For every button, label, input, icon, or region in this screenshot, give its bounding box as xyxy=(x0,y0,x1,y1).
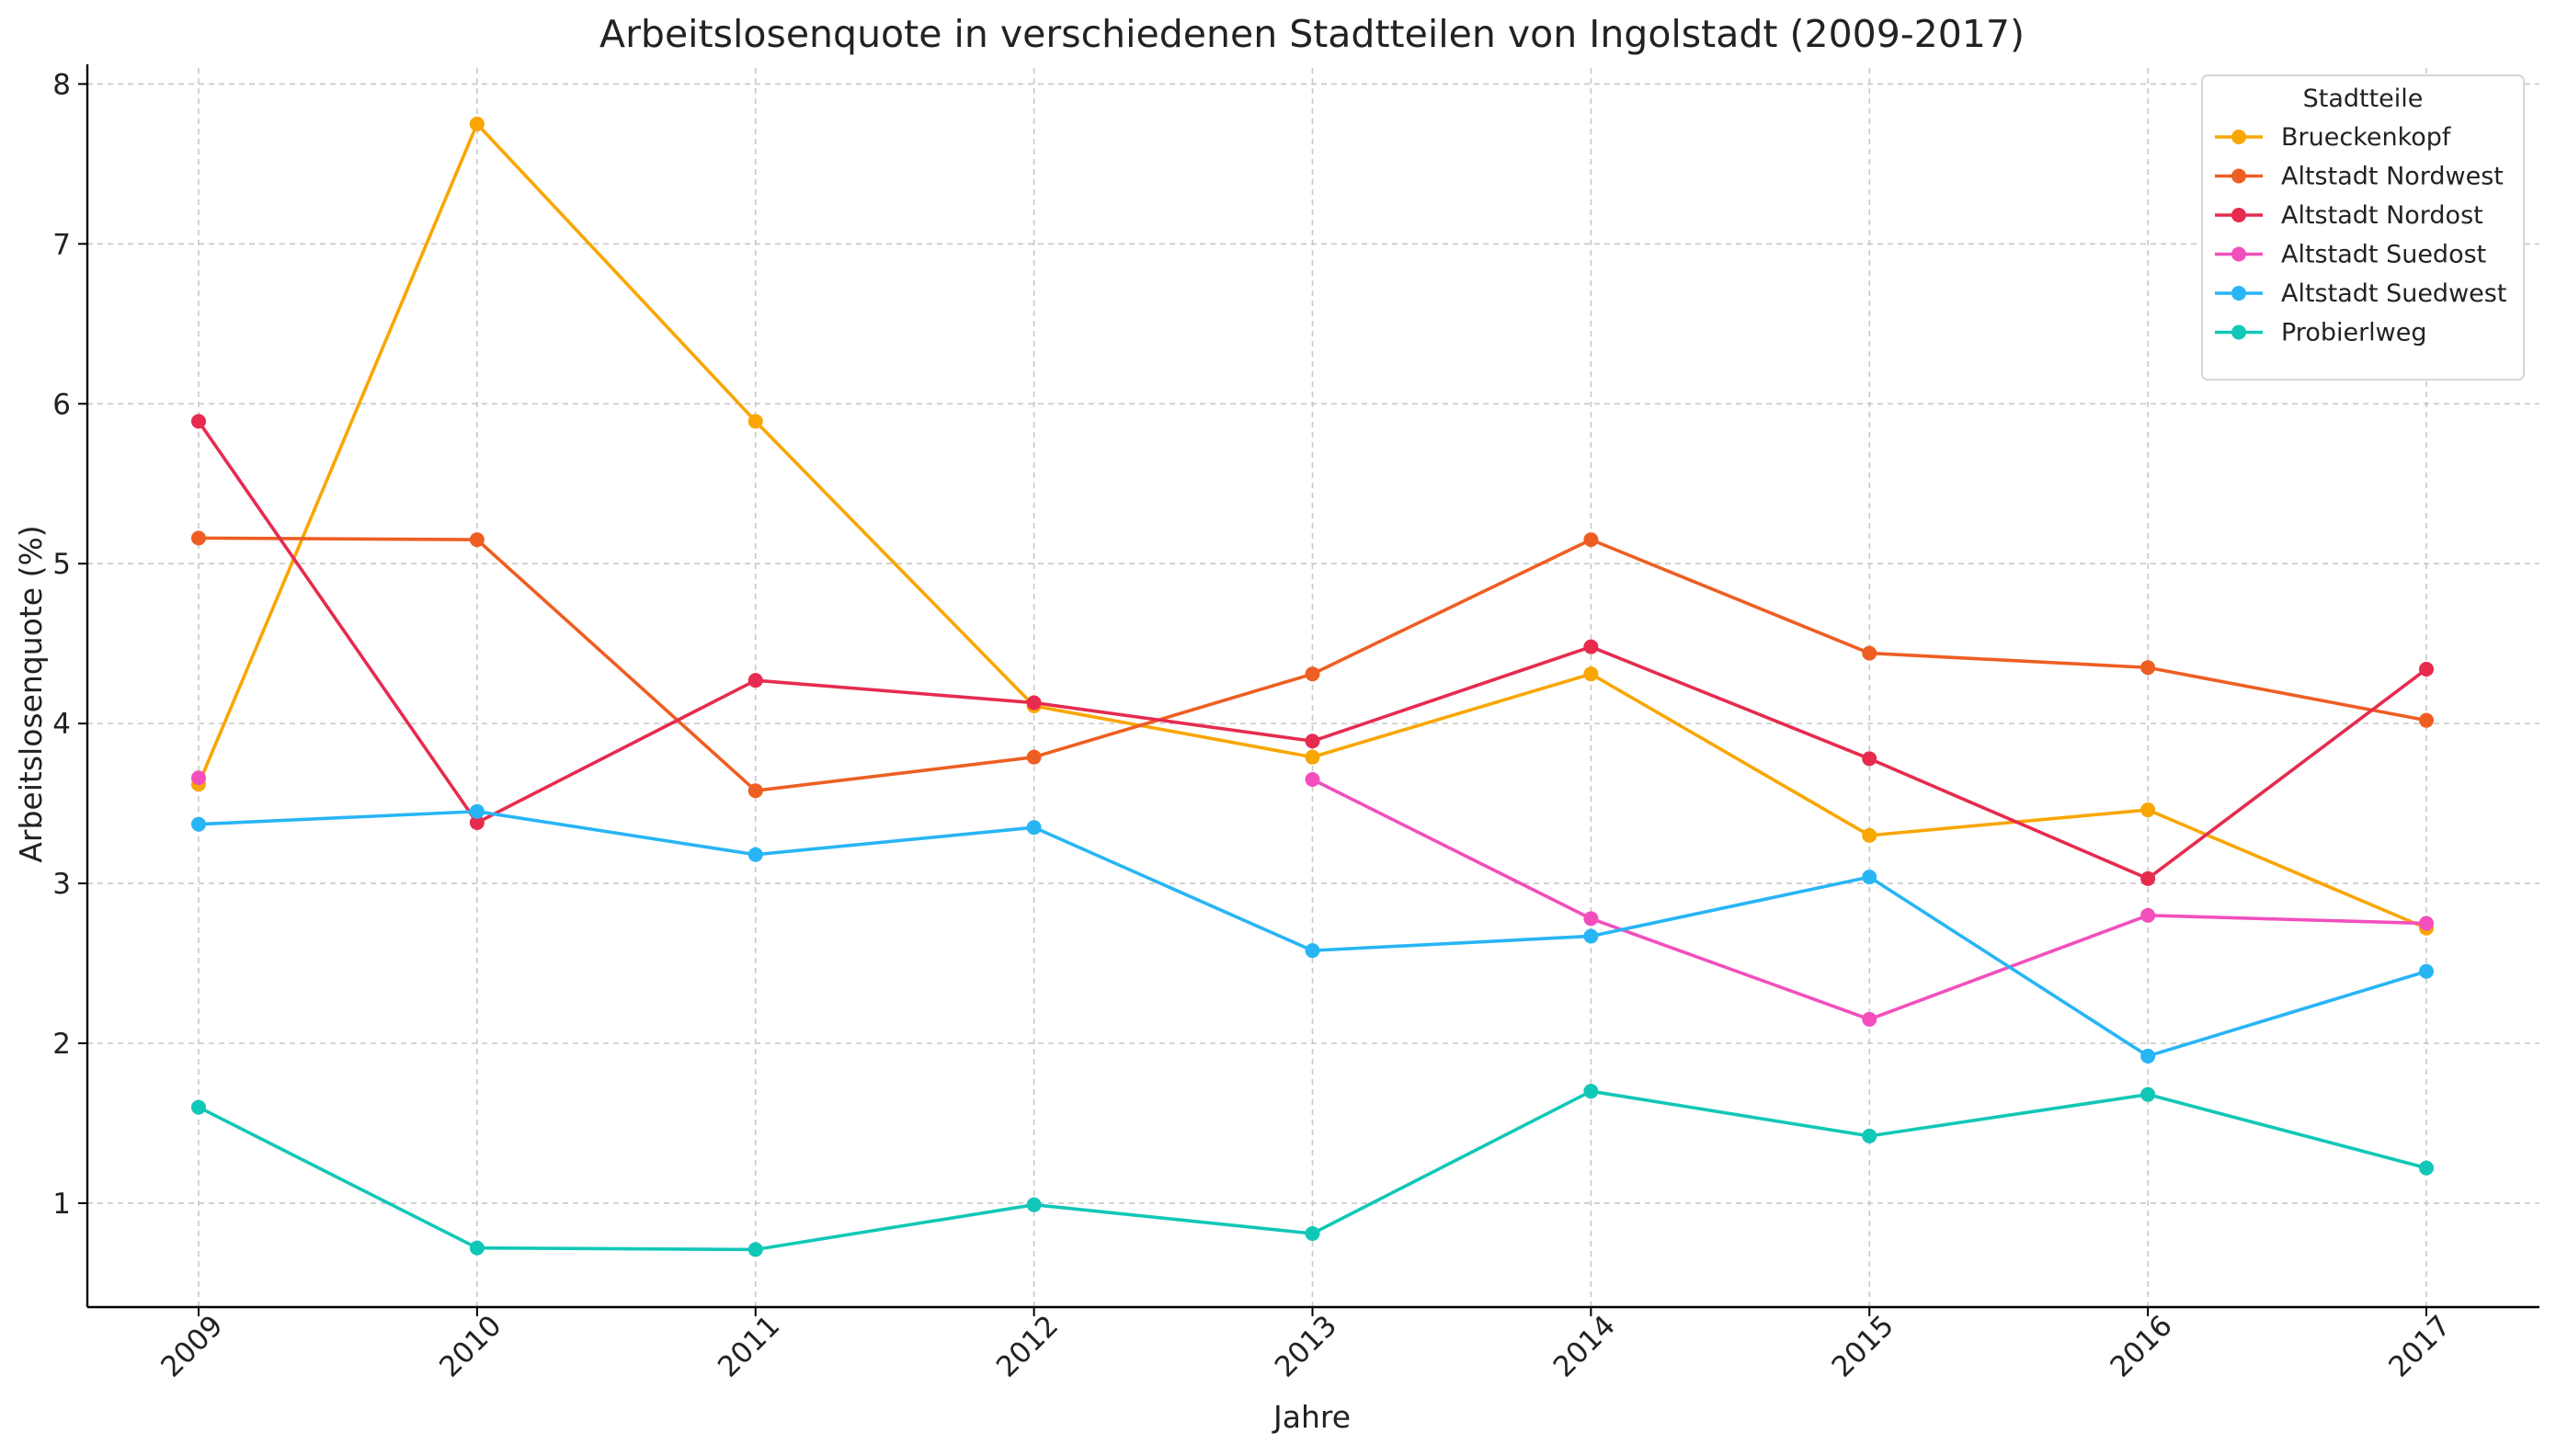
legend: Stadtteile Brueckenkopf Altstadt Nordwest A… xyxy=(2201,74,2525,381)
x-tick-label: 2016 xyxy=(2104,1309,2178,1383)
y-tick-label: 5 xyxy=(52,548,71,581)
x-tick-label: 2012 xyxy=(990,1309,1065,1383)
y-tick-label: 4 xyxy=(52,708,71,741)
data-point-brueckenkopf xyxy=(2140,802,2156,818)
y-tick-label: 3 xyxy=(52,868,71,901)
data-point-altstadt-nordwest xyxy=(2140,660,2156,676)
data-point-altstadt-nordwest xyxy=(191,530,206,546)
legend-swatch-marker xyxy=(2231,168,2246,184)
series-altstadt-nordost xyxy=(191,414,2434,886)
legend-item-probierlweg: Probierlweg xyxy=(2215,319,2427,347)
series-group xyxy=(191,116,2434,1257)
data-point-probierlweg xyxy=(469,1240,485,1256)
series-altstadt-suedwest xyxy=(191,803,2434,1064)
data-point-altstadt-suedwest xyxy=(1305,943,1320,959)
data-point-altstadt-suedost xyxy=(1305,772,1320,788)
data-point-altstadt-nordwest xyxy=(469,532,485,548)
data-point-brueckenkopf xyxy=(1305,749,1320,765)
data-point-altstadt-suedwest xyxy=(469,803,485,819)
data-point-altstadt-suedwest xyxy=(2140,1048,2156,1064)
data-point-altstadt-suedost xyxy=(2140,907,2156,923)
legend-item-altstadt-suedost: Altstadt Suedost xyxy=(2215,241,2486,269)
series-probierlweg xyxy=(191,1084,2434,1257)
data-point-altstadt-nordost xyxy=(2140,870,2156,886)
legend-label: Altstadt Nordost xyxy=(2281,201,2483,230)
legend-swatch-marker xyxy=(2231,246,2246,262)
data-point-altstadt-nordost xyxy=(747,673,763,688)
data-point-altstadt-suedwest xyxy=(191,816,206,832)
legend-item-brueckenkopf: Brueckenkopf xyxy=(2215,123,2452,152)
legend-swatch-marker xyxy=(2231,208,2246,222)
data-point-altstadt-nordwest xyxy=(1862,645,1877,661)
legend-label: Altstadt Suedost xyxy=(2281,241,2486,269)
data-point-altstadt-nordost xyxy=(191,414,206,429)
legend-label: Altstadt Suedwest xyxy=(2281,279,2506,308)
series-altstadt-suedost xyxy=(191,770,2434,1027)
legend-swatch-marker xyxy=(2231,324,2246,340)
data-point-altstadt-nordost xyxy=(1583,639,1599,654)
data-point-probierlweg xyxy=(1026,1197,1042,1212)
x-axis-label: Jahre xyxy=(1272,1399,1351,1435)
data-point-altstadt-suedost xyxy=(191,770,206,786)
data-point-brueckenkopf xyxy=(747,414,763,429)
legend-item-altstadt-nordost: Altstadt Nordost xyxy=(2215,201,2483,230)
y-tick-label: 1 xyxy=(52,1188,71,1221)
series-altstadt-nordwest xyxy=(191,530,2434,799)
data-point-altstadt-suedwest xyxy=(1026,820,1042,836)
data-point-probierlweg xyxy=(1862,1128,1877,1143)
data-point-altstadt-nordost xyxy=(1026,695,1042,711)
data-point-probierlweg xyxy=(191,1099,206,1115)
data-point-altstadt-nordwest xyxy=(2419,712,2434,728)
data-point-probierlweg xyxy=(1305,1225,1320,1241)
x-tick-label: 2013 xyxy=(1269,1309,1343,1383)
y-axis-label: Arbeitslosenquote (%) xyxy=(13,525,49,862)
data-point-probierlweg xyxy=(1583,1084,1599,1099)
data-point-altstadt-nordost xyxy=(2419,661,2434,677)
legend-item-altstadt-suedwest: Altstadt Suedwest xyxy=(2215,279,2506,308)
data-point-altstadt-suedost xyxy=(1583,911,1599,927)
data-point-altstadt-suedost xyxy=(2419,916,2434,931)
x-tick-label: 2009 xyxy=(154,1309,229,1383)
chart-title: Arbeitslosenquote in verschiedenen Stadt… xyxy=(599,12,2025,56)
data-point-altstadt-nordost xyxy=(1862,751,1877,767)
data-point-brueckenkopf xyxy=(1862,827,1877,843)
grid xyxy=(87,68,2539,1307)
data-point-probierlweg xyxy=(2140,1086,2156,1102)
series-brueckenkopf xyxy=(191,116,2434,936)
y-tick-label: 6 xyxy=(52,388,71,421)
data-point-probierlweg xyxy=(2419,1160,2434,1176)
legend-label: Brueckenkopf xyxy=(2281,123,2452,152)
data-point-altstadt-suedwest xyxy=(2419,963,2434,979)
legend-swatch-marker xyxy=(2231,286,2246,301)
y-tick-label: 7 xyxy=(52,228,71,261)
data-point-altstadt-nordost xyxy=(1305,734,1320,749)
data-point-altstadt-nordwest xyxy=(747,783,763,799)
x-tick-label: 2014 xyxy=(1547,1309,1622,1383)
data-point-altstadt-nordost xyxy=(469,814,485,830)
x-tick-label: 2017 xyxy=(2382,1309,2457,1383)
legend-box xyxy=(2201,74,2525,381)
y-tick-label: 8 xyxy=(52,68,71,101)
data-point-altstadt-nordwest xyxy=(1026,749,1042,765)
data-point-altstadt-suedwest xyxy=(747,847,763,862)
data-point-brueckenkopf xyxy=(1583,666,1599,682)
legend-label: Altstadt Nordwest xyxy=(2281,163,2504,191)
data-point-altstadt-nordwest xyxy=(1305,666,1320,682)
x-tick-label: 2010 xyxy=(433,1309,508,1383)
y-tick-label: 2 xyxy=(52,1028,71,1061)
legend-swatch-marker xyxy=(2231,130,2246,144)
x-tick-label: 2011 xyxy=(712,1309,786,1383)
legend-item-altstadt-nordwest: Altstadt Nordwest xyxy=(2215,163,2504,191)
data-point-altstadt-suedwest xyxy=(1862,870,1877,885)
data-point-altstadt-nordwest xyxy=(1583,532,1599,548)
x-tick-label: 2015 xyxy=(1826,1309,1900,1383)
data-point-altstadt-suedost xyxy=(1862,1011,1877,1027)
data-point-brueckenkopf xyxy=(469,116,485,131)
data-point-altstadt-suedwest xyxy=(1583,928,1599,944)
legend-label: Probierlweg xyxy=(2281,319,2427,347)
data-point-probierlweg xyxy=(747,1242,763,1257)
legend-title: Stadtteile xyxy=(2303,85,2424,113)
